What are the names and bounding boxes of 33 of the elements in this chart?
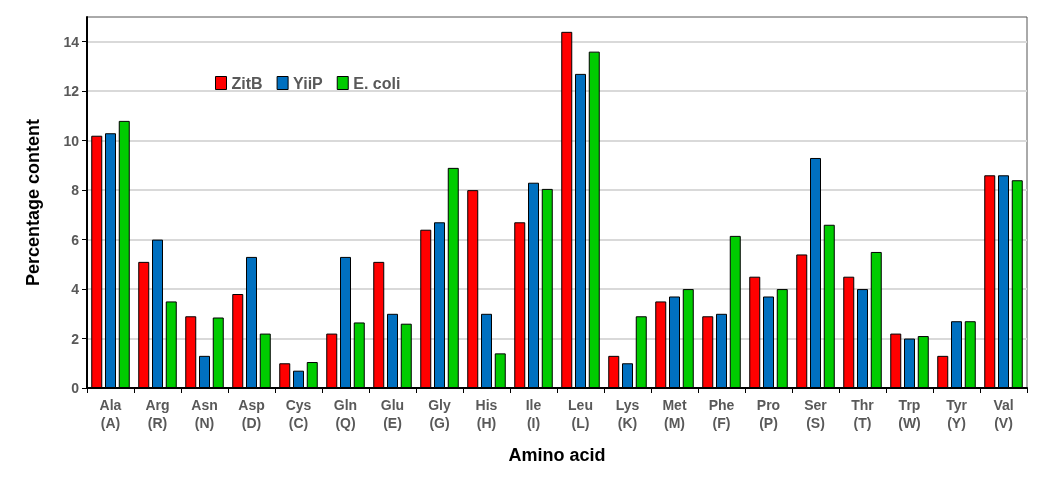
y-tick-label: 10	[63, 132, 80, 149]
x-tick-label: Asn (N)	[191, 397, 218, 431]
x-tick-label: Pro (P)	[756, 397, 781, 431]
y-tick-label: 14	[63, 33, 80, 50]
x-axis-title: Amino acid	[508, 445, 606, 465]
x-tick-label: Ser (S)	[804, 397, 828, 431]
x-tick-label: Phe (F)	[708, 397, 735, 431]
y-tick-label: 6	[71, 231, 80, 248]
x-tick-label: Trp (W)	[898, 397, 921, 431]
x-tick-label: Ala (A)	[99, 397, 122, 431]
y-axis-title: Percentage content	[23, 118, 43, 287]
x-tick-label: His (H)	[475, 397, 498, 431]
x-tick-label: Tyr (Y)	[946, 397, 968, 431]
x-tick-label: Met (M)	[662, 397, 687, 431]
x-tick-label: Glu (E)	[380, 397, 405, 431]
legend-label: YiiP	[293, 74, 324, 92]
legend-label: E. coli	[353, 74, 401, 92]
x-tick-label: Thr (T)	[851, 397, 875, 431]
y-tick-label: 4	[71, 281, 80, 298]
x-tick-label: Gly (G)	[428, 397, 451, 431]
legend-label: ZitB	[231, 74, 263, 92]
x-tick-label: Leu (L)	[568, 397, 593, 431]
y-tick-label: 0	[71, 380, 80, 396]
x-tick-label: Asp (D)	[238, 397, 265, 431]
x-tick-label: Cys (C)	[285, 397, 312, 431]
x-tick-label: Ile (I)	[525, 397, 542, 431]
y-tick-label: 2	[71, 330, 80, 347]
x-tick-label: Val (V)	[993, 397, 1014, 431]
y-tick-label: 8	[71, 182, 80, 199]
x-tick-label: Gln (Q)	[333, 397, 358, 431]
x-tick-label: Lys (K)	[615, 397, 640, 431]
y-tick-label: 12	[63, 83, 80, 100]
x-tick-label: Arg (R)	[145, 397, 170, 431]
